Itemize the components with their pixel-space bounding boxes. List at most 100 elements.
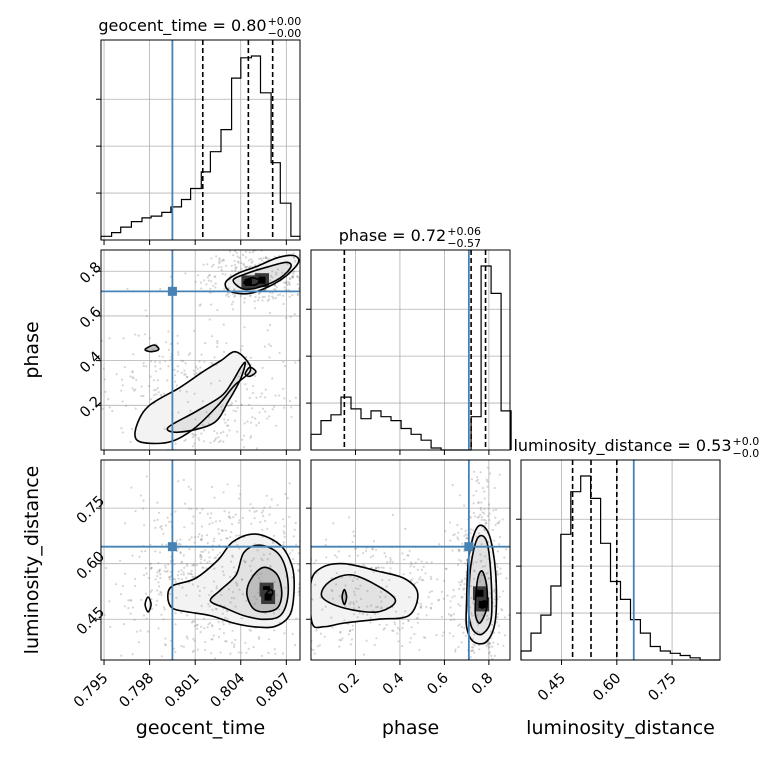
sample-point	[179, 551, 182, 554]
sample-point	[206, 512, 209, 515]
sample-point	[142, 364, 145, 368]
sample-point	[263, 677, 265, 679]
sample-point	[253, 510, 256, 513]
sample-point	[277, 608, 281, 611]
sample-point	[313, 543, 315, 545]
sample-point	[407, 554, 410, 557]
sample-point	[407, 619, 410, 622]
sample-point	[285, 316, 288, 320]
sample-point	[89, 392, 91, 394]
sample-point	[255, 597, 258, 601]
sample-point	[489, 592, 492, 595]
sample-point	[305, 234, 307, 236]
sample-point	[410, 626, 413, 629]
sample-point	[340, 576, 344, 579]
sample-point	[419, 576, 422, 579]
sample-point	[318, 650, 320, 652]
sample-point	[401, 552, 404, 555]
sample-point	[362, 558, 364, 560]
sample-point	[206, 542, 209, 545]
sample-point	[470, 649, 473, 653]
sample-point	[386, 561, 389, 564]
sample-point	[145, 475, 148, 478]
sample-point	[261, 559, 264, 562]
sample-point	[491, 667, 493, 669]
x-tick-label: 0.45	[535, 670, 569, 704]
sample-point	[305, 627, 307, 629]
sample-point	[300, 603, 302, 605]
sample-point	[178, 542, 181, 545]
sample-point	[206, 561, 209, 564]
sample-point	[317, 531, 319, 533]
y-tick-label: 0.60	[74, 549, 108, 583]
sample-point	[471, 601, 474, 604]
sample-point	[130, 427, 134, 431]
sample-point	[446, 594, 449, 597]
sample-point	[232, 516, 235, 519]
sample-point	[231, 308, 235, 311]
sample-point	[498, 595, 501, 598]
sample-point	[505, 577, 508, 580]
contour-line	[245, 566, 283, 613]
sample-point	[473, 570, 476, 573]
sample-point	[268, 506, 272, 509]
sample-point	[227, 424, 230, 427]
sample-point	[226, 617, 229, 621]
sample-point	[313, 631, 315, 633]
sample-point	[486, 485, 489, 488]
sample-point	[292, 270, 296, 273]
sample-point	[261, 296, 264, 299]
sample-point	[214, 286, 217, 289]
sample-point	[154, 578, 157, 581]
sample-point	[148, 337, 151, 340]
sample-point	[488, 645, 491, 649]
sample-point	[305, 268, 307, 270]
sample-point	[169, 571, 172, 574]
panel-title-geocent_time: geocent_time = 0.80 +0.00−0.00	[98, 15, 301, 40]
sample-point	[291, 275, 294, 278]
x-tick-label: 0.801	[162, 670, 203, 711]
sample-point	[357, 606, 360, 609]
sample-point	[174, 380, 177, 383]
sample-point	[306, 286, 308, 288]
sample-point	[251, 260, 254, 263]
sample-point	[159, 568, 162, 571]
sample-point	[417, 558, 420, 561]
sample-point	[302, 279, 304, 281]
sample-point	[239, 295, 242, 298]
sample-point	[474, 696, 476, 698]
sample-point	[445, 567, 448, 570]
sample-point	[180, 645, 183, 648]
sample-point	[458, 549, 461, 552]
sample-point	[183, 439, 186, 442]
sample-point	[234, 581, 237, 584]
sample-point	[243, 301, 246, 304]
sample-point	[154, 365, 157, 368]
sample-point	[272, 534, 276, 537]
sample-point	[268, 356, 271, 359]
sample-point	[215, 608, 218, 611]
sample-point	[495, 508, 498, 511]
density-peak-core	[478, 600, 486, 608]
sample-point	[248, 259, 251, 262]
hist-step-geocent_time	[100, 55, 301, 240]
sample-point	[420, 579, 423, 582]
sample-point	[282, 302, 285, 306]
sample-point	[231, 269, 234, 273]
sample-point	[262, 509, 265, 512]
sample-point	[244, 383, 247, 386]
sample-point	[276, 728, 278, 730]
sample-point	[231, 402, 234, 405]
sample-point	[485, 522, 488, 525]
contour-line	[209, 544, 290, 621]
sample-point	[254, 375, 257, 378]
sample-point	[190, 507, 193, 510]
sample-point	[211, 548, 214, 551]
sample-point	[121, 584, 124, 587]
sample-point	[461, 579, 464, 582]
sample-point	[238, 547, 241, 550]
sample-point	[371, 547, 374, 551]
sample-point	[330, 588, 333, 592]
sample-point	[177, 351, 180, 354]
sample-point	[198, 461, 200, 463]
